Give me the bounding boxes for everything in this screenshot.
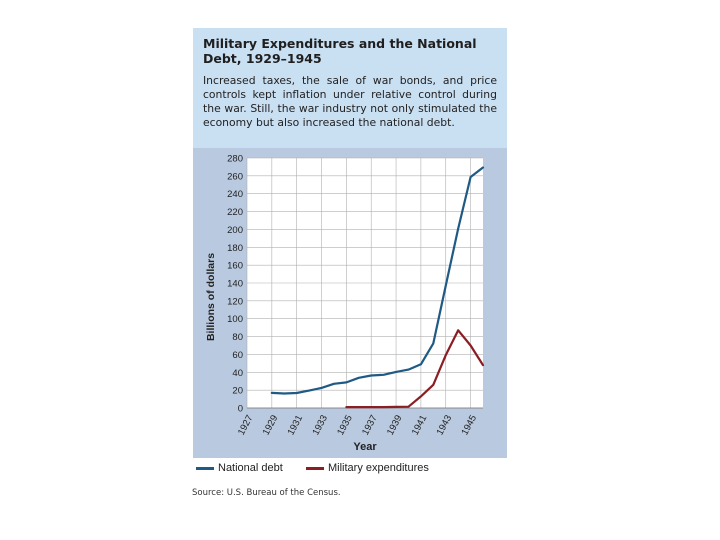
y-tick-label-100: 100 — [227, 314, 243, 325]
y-tick-label-240: 240 — [227, 189, 243, 200]
legend-item-military-expenditures: Military expenditures — [306, 462, 429, 474]
y-tick-label-220: 220 — [227, 207, 243, 218]
x-tick-label-1935: 1935 — [335, 413, 355, 437]
y-tick-label-140: 140 — [227, 279, 243, 290]
x-tick-label-1929: 1929 — [261, 413, 281, 437]
y-axis-label: Billions of dollars — [205, 253, 217, 341]
y-tick-label-200: 200 — [227, 225, 243, 236]
x-tick-label-1945: 1945 — [459, 413, 479, 437]
source-note: Source: U.S. Bureau of the Census. — [192, 488, 341, 498]
chart-description: Increased taxes, the sale of war bonds, … — [203, 74, 497, 129]
x-tick-label-1927: 1927 — [236, 413, 256, 437]
y-tick-label-40: 40 — [232, 368, 243, 379]
x-tick-label-1941: 1941 — [410, 413, 430, 437]
legend-label-national-debt: National debt — [218, 462, 283, 474]
x-axis-label: Year — [353, 441, 377, 453]
y-tick-label-160: 160 — [227, 261, 243, 272]
y-tick-label-60: 60 — [232, 350, 243, 361]
y-tick-label-0: 0 — [238, 404, 243, 415]
x-tick-label-1937: 1937 — [360, 413, 380, 437]
legend-item-national-debt: National debt — [196, 462, 283, 474]
legend: National debt Military expenditures — [196, 462, 506, 478]
legend-label-military-expenditures: Military expenditures — [328, 462, 429, 474]
y-tick-label-180: 180 — [227, 243, 243, 254]
chart-header: Military Expenditures and the National D… — [193, 28, 507, 148]
x-tick-label-1943: 1943 — [435, 413, 455, 437]
y-tick-label-280: 280 — [227, 154, 243, 165]
y-tick-label-260: 260 — [227, 171, 243, 182]
legend-swatch-military-expenditures — [306, 466, 324, 470]
chart-title: Military Expenditures and the National D… — [203, 36, 477, 66]
x-tick-label-1931: 1931 — [286, 413, 306, 437]
legend-swatch-national-debt — [196, 466, 214, 470]
x-tick-label-1933: 1933 — [310, 413, 330, 437]
y-tick-label-120: 120 — [227, 296, 243, 307]
series-line-military-expenditures — [345, 329, 485, 409]
x-tick-label-1939: 1939 — [385, 413, 405, 437]
y-tick-label-20: 20 — [232, 386, 243, 397]
series-line-national-debt — [270, 166, 485, 395]
y-tick-label-80: 80 — [232, 332, 243, 343]
